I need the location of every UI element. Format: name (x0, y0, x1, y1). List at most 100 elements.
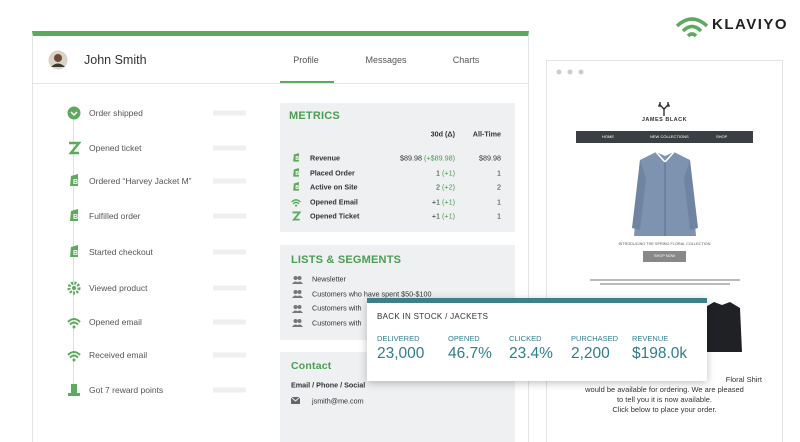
stat-label: CLICKED (509, 334, 542, 343)
metric-delta: (+1) (442, 211, 455, 221)
timeline-label: Ordered “Harvey Jacket M” (89, 176, 192, 186)
placeholder-bar (213, 178, 246, 184)
column-header: All-Time (472, 129, 501, 139)
timeline-label: Opened ticket (89, 143, 142, 153)
metric-value: 2 (436, 182, 441, 192)
metric-value: 1 (436, 168, 441, 177)
metric-delta: (+1) (442, 197, 455, 206)
metric-label: Placed Order (310, 168, 355, 177)
placeholder-bar (213, 110, 246, 116)
timeline-icon: B (70, 209, 78, 221)
metric-label: Opened Email (310, 197, 358, 206)
stat-value: 23.4% (509, 345, 553, 362)
metric-label: Active on Site (310, 182, 358, 192)
shop-button-label[interactable]: SHOP NOW (653, 254, 676, 258)
divider (33, 83, 529, 84)
logo-text: KLAVIYO (712, 16, 789, 33)
nav-item[interactable]: SHOP (716, 134, 728, 139)
list-item: Newsletter (312, 274, 346, 284)
placeholder-bar (213, 145, 246, 151)
text-line (600, 283, 730, 285)
nav-item[interactable]: HOME (602, 134, 614, 139)
svg-text:B: B (73, 214, 78, 221)
stat-label: DELIVERED (377, 334, 420, 343)
timeline-icon (68, 384, 80, 396)
avatar (48, 50, 68, 70)
placeholder-bar (213, 319, 246, 325)
metric-icon (292, 211, 301, 221)
list-icon (291, 319, 303, 327)
metric-all-time: $89.98 (479, 153, 501, 163)
campaign-title: BACK IN STOCK / JACKETS (377, 312, 489, 321)
timeline-icon (67, 351, 81, 362)
metric-30d: +1 (+1) (380, 212, 455, 221)
metric-30d: 1 (+1) (380, 168, 455, 177)
placeholder-bar (213, 285, 246, 291)
list-item: Customers with (312, 303, 362, 313)
window-dots (556, 69, 584, 75)
list-item: Customers who have spent $50-$100 (312, 289, 432, 298)
tab[interactable]: Profile (293, 55, 319, 65)
shop-button[interactable] (643, 251, 686, 262)
nav-bar (576, 131, 753, 143)
timeline-label: Viewed product (89, 283, 148, 293)
timeline-label: Fulfilled order (89, 211, 141, 221)
metric-delta: (+2) (442, 182, 455, 192)
list-icon (291, 290, 303, 298)
metric-value: $89.98 (400, 153, 423, 163)
svg-text:B: B (295, 156, 299, 162)
metric-delta: (+$89.98) (424, 153, 455, 163)
stat-value: 46.7% (448, 345, 492, 362)
timeline-icon: B (70, 174, 78, 186)
metric-value: +1 (431, 197, 441, 206)
body-line: to tell you it is now available. (616, 395, 713, 404)
list-item: Customers with (312, 318, 362, 327)
contact-subtitle: Email / Phone / Social (291, 380, 366, 390)
stat-value: $198.0k (632, 345, 688, 362)
metric-value: +1 (431, 211, 441, 221)
metric-30d: +1 (+1) (380, 197, 455, 206)
timeline-label: Order shipped (89, 108, 143, 118)
stat-value: 2,200 (571, 345, 610, 362)
tab[interactable]: Messages (365, 55, 407, 65)
brand: JAMES BLACK (641, 117, 688, 123)
timeline-icon: B (70, 245, 78, 257)
email-icon (291, 397, 300, 404)
column-header: 30d (Δ) (430, 129, 455, 139)
timeline-icon (68, 141, 81, 155)
active-tab-indicator (280, 81, 334, 83)
timeline-label: Received email (89, 350, 148, 360)
body-line: Floral Shirt (560, 375, 780, 384)
metric-icon: B (293, 182, 299, 191)
svg-text:B: B (295, 185, 299, 191)
timeline-label: Started checkout (89, 247, 153, 257)
metrics-panel (280, 103, 515, 232)
logo-icon (675, 17, 709, 38)
metrics-title: METRICS (289, 110, 340, 122)
metric-label: Revenue (310, 153, 340, 163)
metric-all-time: 2 (497, 182, 501, 192)
shirt-image (632, 151, 698, 236)
placeholder-bar (213, 249, 246, 255)
dark-shirt-image (702, 302, 742, 352)
campaign-card (367, 298, 707, 381)
metric-icon: B (293, 167, 299, 177)
tab[interactable]: Charts (452, 55, 480, 65)
metric-all-time: 1 (497, 211, 501, 221)
placeholder-bar (213, 352, 246, 358)
metric-icon: B (293, 153, 299, 162)
stat-value: 23,000 (377, 345, 425, 362)
placeholder-bar (213, 213, 246, 219)
text-line (590, 279, 740, 281)
svg-text:B: B (73, 179, 78, 186)
contact-email: jsmith@me.com (312, 396, 364, 406)
nav-item[interactable]: NEW COLLECTIONS (650, 134, 689, 139)
timeline-icon (67, 281, 81, 295)
metric-all-time: 1 (497, 168, 501, 177)
metric-icon (291, 198, 301, 207)
stat-label: OPENED (448, 334, 480, 343)
timeline-icon (67, 318, 81, 329)
stat-label: PURCHASED (571, 334, 619, 343)
lists-title: LISTS & SEGMENTS (291, 254, 402, 266)
